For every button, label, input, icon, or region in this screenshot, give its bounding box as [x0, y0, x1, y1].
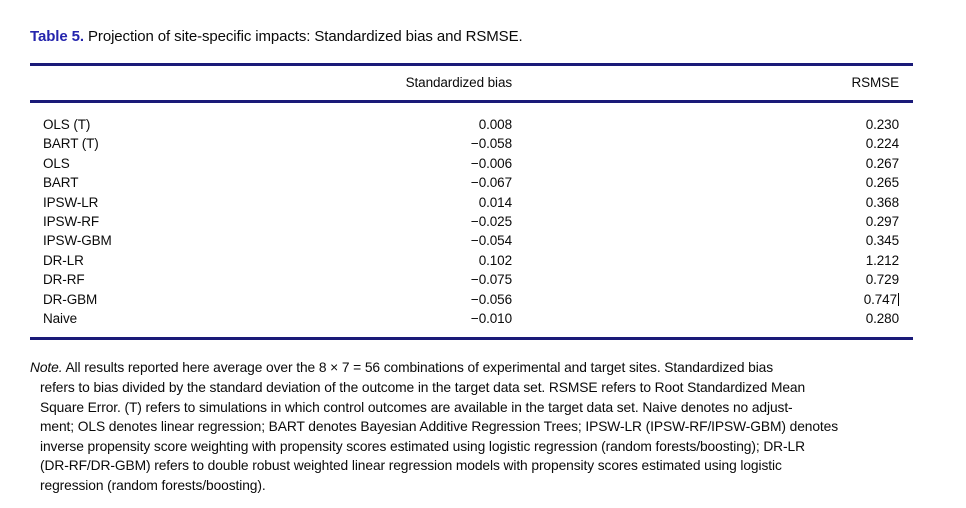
table-row: IPSW-RF −0.025 0.297 [30, 212, 913, 231]
rsmse-cell: 0.224 [865, 136, 899, 152]
bias-cell: −0.067 [470, 175, 512, 191]
table-row: Naive −0.010 0.280 [30, 309, 913, 341]
note-line: inverse propensity score weighting with … [40, 438, 805, 454]
text-cursor [898, 292, 899, 306]
method-cell: OLS (T) [43, 117, 91, 132]
note-line: regression (random forests/boosting). [40, 478, 266, 494]
rsmse-cell: 0.230 [865, 117, 899, 132]
rsmse-cell: 0.280 [512, 309, 913, 341]
bias-cell: −0.058 [470, 136, 512, 152]
note-line: refers to bias divided by the standard d… [40, 380, 806, 396]
header-standardized-bias: Standardized bias [310, 63, 512, 103]
bias-cell: −0.054 [470, 233, 512, 249]
rsmse-cell: 1.212 [865, 252, 899, 268]
header-rsmse: RSMSE [512, 63, 913, 103]
table-row: DR-RF −0.075 0.729 [30, 270, 913, 289]
method-cell: BART [43, 175, 79, 191]
method-cell: DR-LR [43, 252, 84, 268]
table-row: DR-GBM −0.056 0.747 [30, 290, 913, 309]
note-label: Note. [30, 360, 63, 376]
bias-cell: 0.008 [478, 117, 512, 132]
method-cell: IPSW-GBM [43, 233, 112, 249]
rsmse-cell: 0.345 [865, 233, 899, 249]
method-cell: BART (T) [43, 136, 99, 152]
method-cell: Naive [30, 309, 310, 341]
header-method [30, 63, 310, 103]
bias-cell: −0.010 [310, 309, 512, 341]
method-cell: IPSW-RF [43, 214, 100, 230]
bias-cell: 0.014 [478, 194, 512, 210]
table-row: IPSW-GBM −0.054 0.345 [30, 231, 913, 250]
bias-cell: −0.075 [470, 272, 512, 288]
table-header: Standardized bias RSMSE [30, 63, 913, 103]
bias-cell: 0.102 [478, 252, 512, 268]
note-line: Note. All results reported here average … [30, 358, 930, 378]
method-cell: DR-GBM [43, 291, 98, 307]
table-row: BART −0.067 0.265 [30, 173, 913, 192]
method-cell: DR-RF [43, 272, 85, 288]
table-note: Note. All results reported here average … [30, 358, 930, 495]
table-body: OLS (T) 0.008 0.230 BART (T) −0.058 0.22… [30, 102, 913, 341]
rsmse-cell: 0.297 [865, 214, 899, 230]
rsmse-cell: 0.267 [865, 155, 899, 171]
table-row: BART (T) −0.058 0.224 [30, 134, 913, 153]
table-row: IPSW-LR 0.014 0.368 [30, 193, 913, 212]
note-text: All results reported here average over t… [62, 360, 774, 376]
table-number-label: Table 5. [30, 28, 84, 45]
rsmse-cell: 0.747 [512, 290, 913, 309]
bias-cell: −0.006 [470, 155, 512, 171]
table-row: OLS (T) 0.008 0.230 [30, 102, 913, 135]
table-row: OLS −0.006 0.267 [30, 154, 913, 173]
results-table: Standardized bias RSMSE OLS (T) 0.008 0.… [30, 63, 913, 341]
rsmse-cell: 0.368 [865, 194, 899, 210]
rsmse-value: 0.747 [863, 291, 897, 307]
bias-cell: −0.025 [470, 214, 512, 230]
rsmse-cell: 0.265 [865, 175, 899, 191]
note-line: Square Error. (T) refers to simulations … [40, 399, 793, 415]
note-line: ment; OLS denotes linear regression; BAR… [40, 419, 839, 435]
table-caption: Table 5. Projection of site-specific imp… [30, 27, 966, 47]
bias-cell: −0.056 [470, 291, 512, 307]
method-cell: OLS [43, 155, 70, 171]
rsmse-cell: 0.729 [865, 272, 899, 288]
method-cell: IPSW-LR [43, 194, 99, 210]
table-caption-text: Projection of site-specific impacts: Sta… [83, 28, 523, 45]
note-line: (DR-RF/DR-GBM) refers to double robust w… [40, 458, 782, 474]
table-row: DR-LR 0.102 1.212 [30, 251, 913, 270]
header-row: Standardized bias RSMSE [30, 63, 913, 103]
